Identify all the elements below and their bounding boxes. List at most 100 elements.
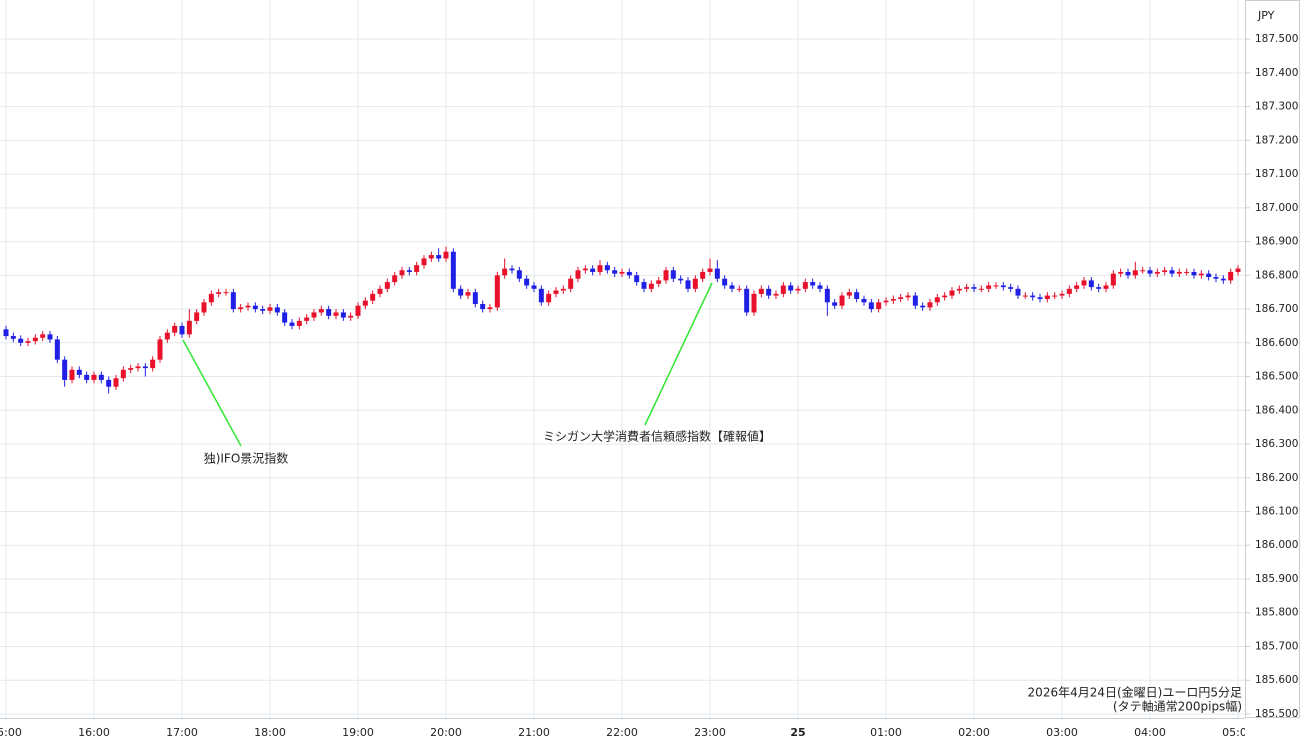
candle-body bbox=[69, 369, 75, 380]
candle-body bbox=[707, 268, 713, 272]
candle-body bbox=[1140, 270, 1146, 272]
candle-body bbox=[274, 307, 280, 313]
candle-body bbox=[10, 336, 16, 339]
candle-body bbox=[252, 305, 258, 310]
y-tick-label: 185.700 bbox=[1255, 640, 1298, 652]
candle-body bbox=[1059, 293, 1065, 296]
candle-body bbox=[927, 302, 933, 308]
y-tick-label: 186.400 bbox=[1255, 404, 1298, 416]
candle-body bbox=[626, 271, 632, 276]
candle-body bbox=[355, 305, 361, 316]
candle-body bbox=[1030, 295, 1036, 298]
candle-body bbox=[993, 285, 999, 287]
candle-body bbox=[1088, 280, 1094, 288]
candle-body bbox=[1118, 271, 1124, 274]
candle-body bbox=[839, 295, 845, 306]
candle-body bbox=[590, 268, 596, 272]
candle-body bbox=[773, 293, 779, 296]
y-tick-label: 186.600 bbox=[1255, 337, 1298, 349]
chart-note: (タテ軸通常200pips幅) bbox=[1113, 699, 1242, 714]
candle-body bbox=[1228, 271, 1234, 281]
x-tick-label: 16:00 bbox=[78, 726, 110, 739]
candle-body bbox=[1162, 270, 1168, 272]
candle-body bbox=[890, 298, 896, 301]
y-tick-label: 187.200 bbox=[1255, 134, 1298, 146]
candle-body bbox=[876, 302, 882, 310]
candle-body bbox=[685, 280, 691, 289]
candle-body bbox=[494, 275, 500, 308]
candle-body bbox=[450, 251, 456, 289]
y-tick-label: 185.900 bbox=[1255, 573, 1298, 585]
candle-body bbox=[766, 288, 772, 296]
candle-body bbox=[186, 320, 192, 335]
candle-body bbox=[399, 270, 405, 276]
x-tick-label: 25 bbox=[790, 726, 805, 739]
candle-body bbox=[421, 258, 427, 266]
candle-body bbox=[553, 290, 559, 294]
candle-body bbox=[758, 288, 764, 294]
annotation-line bbox=[644, 282, 713, 426]
candle-body bbox=[1074, 285, 1080, 289]
candle-body bbox=[692, 278, 698, 289]
candle-body bbox=[458, 288, 464, 296]
candle-body bbox=[370, 293, 376, 301]
candle-body bbox=[172, 325, 178, 333]
candle-body bbox=[656, 280, 662, 284]
candle-body bbox=[516, 270, 522, 279]
candle-body bbox=[1206, 273, 1212, 278]
candle-body bbox=[568, 278, 574, 289]
candle-body bbox=[634, 275, 640, 283]
y-tick-label: 186.200 bbox=[1255, 472, 1298, 484]
candle-body bbox=[304, 317, 310, 321]
candle-body bbox=[810, 282, 816, 286]
candle-body bbox=[333, 312, 339, 316]
candle-body bbox=[157, 339, 163, 360]
candle-body bbox=[509, 268, 515, 271]
x-tick-label: 19:00 bbox=[342, 726, 374, 739]
candle-body bbox=[465, 292, 471, 296]
candle-body bbox=[62, 359, 68, 380]
candle-body bbox=[524, 278, 530, 286]
x-tick-label: 02:00 bbox=[958, 726, 990, 739]
candle-body bbox=[135, 366, 141, 369]
candle-body bbox=[619, 271, 625, 274]
candle-body bbox=[1081, 280, 1087, 286]
candle-body bbox=[531, 285, 537, 289]
candle-body bbox=[267, 307, 273, 311]
y-tick-label: 185.800 bbox=[1255, 607, 1298, 619]
candle-body bbox=[795, 288, 801, 291]
candle-body bbox=[986, 285, 992, 289]
y-tick-label: 185.600 bbox=[1255, 674, 1298, 686]
x-tick-label: 23:00 bbox=[694, 726, 726, 739]
y-tick-label: 186.300 bbox=[1255, 438, 1298, 450]
candle-body bbox=[443, 251, 449, 259]
candle-body bbox=[934, 297, 940, 303]
candle-body bbox=[854, 292, 860, 299]
candle-body bbox=[582, 268, 588, 271]
candle-body bbox=[1169, 270, 1175, 274]
candle-body bbox=[949, 290, 955, 296]
candle-body bbox=[1147, 270, 1153, 274]
candle-body bbox=[670, 270, 676, 279]
candle-body bbox=[714, 268, 720, 279]
candle-body bbox=[142, 366, 148, 369]
candle-body bbox=[1000, 285, 1006, 288]
candle-body bbox=[428, 255, 434, 259]
candle-body bbox=[1015, 288, 1021, 296]
candle-body bbox=[780, 285, 786, 294]
candle-body bbox=[296, 320, 302, 326]
candle-body bbox=[1052, 295, 1058, 297]
x-tick-label: 01:00 bbox=[870, 726, 902, 739]
candle-body bbox=[3, 329, 9, 337]
y-tick-label: 187.400 bbox=[1255, 67, 1298, 79]
x-tick-label: 20:00 bbox=[430, 726, 462, 739]
candle-body bbox=[1110, 273, 1116, 286]
candle-body bbox=[612, 270, 618, 274]
candle-body bbox=[282, 312, 288, 323]
candle-body bbox=[406, 270, 412, 272]
candle-body bbox=[47, 334, 53, 340]
candle-body bbox=[480, 304, 486, 310]
candle-body bbox=[722, 278, 728, 286]
candle-body bbox=[648, 283, 654, 289]
candle-body bbox=[832, 302, 838, 306]
